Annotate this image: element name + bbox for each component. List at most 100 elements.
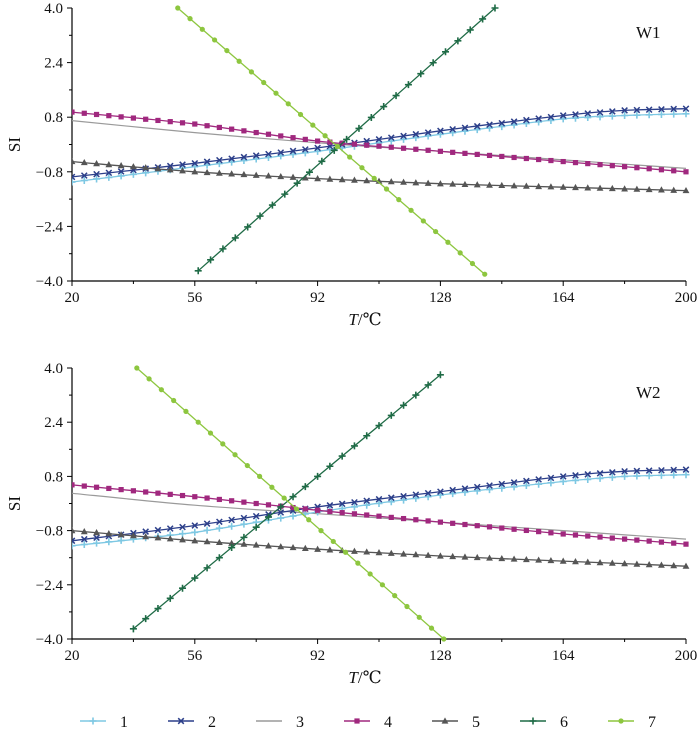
series-6-point	[293, 179, 301, 187]
y-axis-title: SI	[5, 496, 24, 511]
series-4-point	[339, 510, 345, 516]
series-4-point	[376, 143, 382, 149]
series-7-point	[285, 101, 291, 107]
series-4-point	[204, 123, 210, 129]
series-4-point	[646, 538, 652, 544]
series-2-point	[608, 469, 616, 476]
series-7-point	[355, 560, 361, 566]
series-5-point	[645, 185, 653, 193]
series-4-point	[81, 110, 87, 116]
series-5-point	[670, 562, 678, 569]
legend-label: 2	[208, 714, 216, 731]
series-5-point	[486, 554, 493, 561]
series-5-point	[596, 184, 604, 191]
series-5-point	[412, 179, 420, 186]
series-7	[134, 365, 447, 642]
series-4-point	[622, 164, 628, 170]
series-4-point	[683, 541, 689, 547]
series-5-point	[412, 551, 420, 558]
series-1-point	[584, 475, 592, 483]
series-1-point	[179, 530, 187, 538]
series-5-point	[228, 170, 236, 177]
series-7-point	[306, 517, 312, 523]
series-7-point	[310, 122, 316, 128]
series-2-point	[473, 122, 481, 130]
series-1-point	[400, 135, 408, 143]
series-7-point	[269, 484, 275, 490]
series-6-point	[301, 483, 309, 491]
series-2-point	[682, 466, 690, 473]
series-5-point	[535, 556, 543, 563]
series-1-point	[449, 490, 457, 498]
series-4-point	[585, 161, 591, 167]
series-4-point	[118, 487, 124, 493]
series-4-point	[167, 119, 173, 125]
series-7-point	[330, 538, 336, 545]
series-4-point	[253, 500, 259, 507]
series-5-point	[608, 559, 616, 566]
series-4-point	[93, 484, 100, 490]
series-1-point	[400, 496, 408, 504]
series-7-point	[224, 47, 230, 54]
series-5-point	[105, 161, 113, 168]
series-2-point	[412, 491, 420, 499]
series-2-point	[351, 498, 358, 506]
series-5-point	[301, 544, 309, 551]
series-5-point	[584, 184, 592, 191]
series-2-point	[621, 107, 628, 114]
series-5-point	[130, 163, 137, 170]
series-2-point	[523, 116, 530, 124]
series-7-point	[232, 452, 238, 458]
series-4-point	[548, 530, 554, 536]
series-1-point	[559, 115, 567, 123]
series-7-line	[177, 7, 486, 275]
series-1-point	[571, 476, 579, 484]
series-7-point	[433, 228, 439, 235]
series-7-point	[236, 58, 242, 64]
series-5-point	[265, 542, 272, 549]
series-5-point	[154, 534, 162, 541]
series-5-point	[72, 527, 76, 534]
series-2-point	[203, 520, 211, 527]
y-tick-label: 2.4	[44, 415, 63, 431]
series-4-point	[597, 162, 603, 168]
series-2-point	[596, 109, 604, 116]
series-5-point	[461, 180, 469, 188]
series-6-point	[240, 533, 248, 541]
series-4-point	[400, 515, 407, 522]
series-6-point	[412, 391, 420, 399]
legend-item-7: 7	[608, 714, 656, 731]
series-2-point	[424, 129, 432, 136]
series-1-point	[228, 158, 236, 166]
series-2-point	[412, 130, 420, 138]
series-1-point	[670, 471, 678, 479]
series-5-point	[596, 559, 604, 566]
series-7-point	[420, 218, 426, 224]
series-5-point	[535, 182, 543, 190]
series-6-point	[417, 70, 425, 78]
series-5-point	[228, 539, 236, 546]
plot-area	[72, 365, 690, 642]
series-5-point	[166, 166, 174, 173]
series-6-point	[129, 625, 137, 633]
series-1-point	[350, 503, 358, 511]
series-2-point	[93, 534, 100, 542]
series-7-point	[207, 430, 214, 436]
series-5-point	[215, 169, 223, 176]
series-5-point	[547, 556, 555, 564]
series-2-point	[166, 162, 174, 170]
series-1-point	[473, 126, 481, 134]
series-6-point	[454, 37, 462, 45]
series-2-point	[596, 470, 604, 477]
series-6-point	[244, 223, 252, 231]
series-2-point	[461, 124, 469, 132]
series-1-point	[682, 471, 690, 479]
series-4-point	[499, 525, 505, 531]
series-5-point	[314, 545, 321, 552]
series-4-point	[167, 491, 173, 497]
series-4-point	[585, 533, 591, 539]
series-6-point	[207, 256, 215, 264]
series-5-point	[621, 560, 628, 567]
series-7-point	[367, 571, 373, 577]
series-2-point	[265, 150, 272, 158]
